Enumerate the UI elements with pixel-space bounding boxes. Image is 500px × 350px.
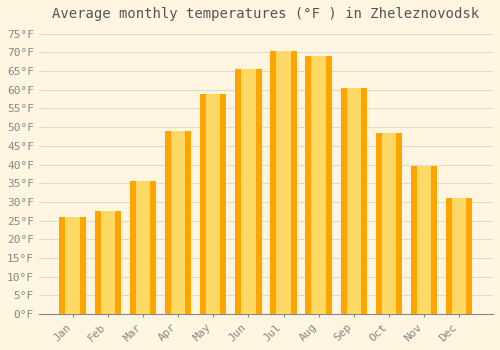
Bar [346,88,361,314]
Bar [417,166,432,314]
Bar [66,217,80,314]
Bar [241,69,256,314]
Bar [200,93,226,314]
Bar [171,131,186,314]
Bar [235,69,262,314]
Bar [130,181,156,314]
Bar [306,56,332,314]
Bar [446,198,472,314]
Bar [206,93,220,314]
Bar [165,131,191,314]
Bar [376,133,402,314]
Bar [382,133,396,314]
Bar [100,211,115,314]
Bar [312,56,326,314]
Bar [136,181,150,314]
Bar [452,198,466,314]
Title: Average monthly temperatures (°F ) in Zheleznovodsk: Average monthly temperatures (°F ) in Zh… [52,7,480,21]
Bar [276,50,291,314]
Bar [411,166,438,314]
Bar [60,217,86,314]
Bar [340,88,367,314]
Bar [270,50,296,314]
Bar [94,211,121,314]
